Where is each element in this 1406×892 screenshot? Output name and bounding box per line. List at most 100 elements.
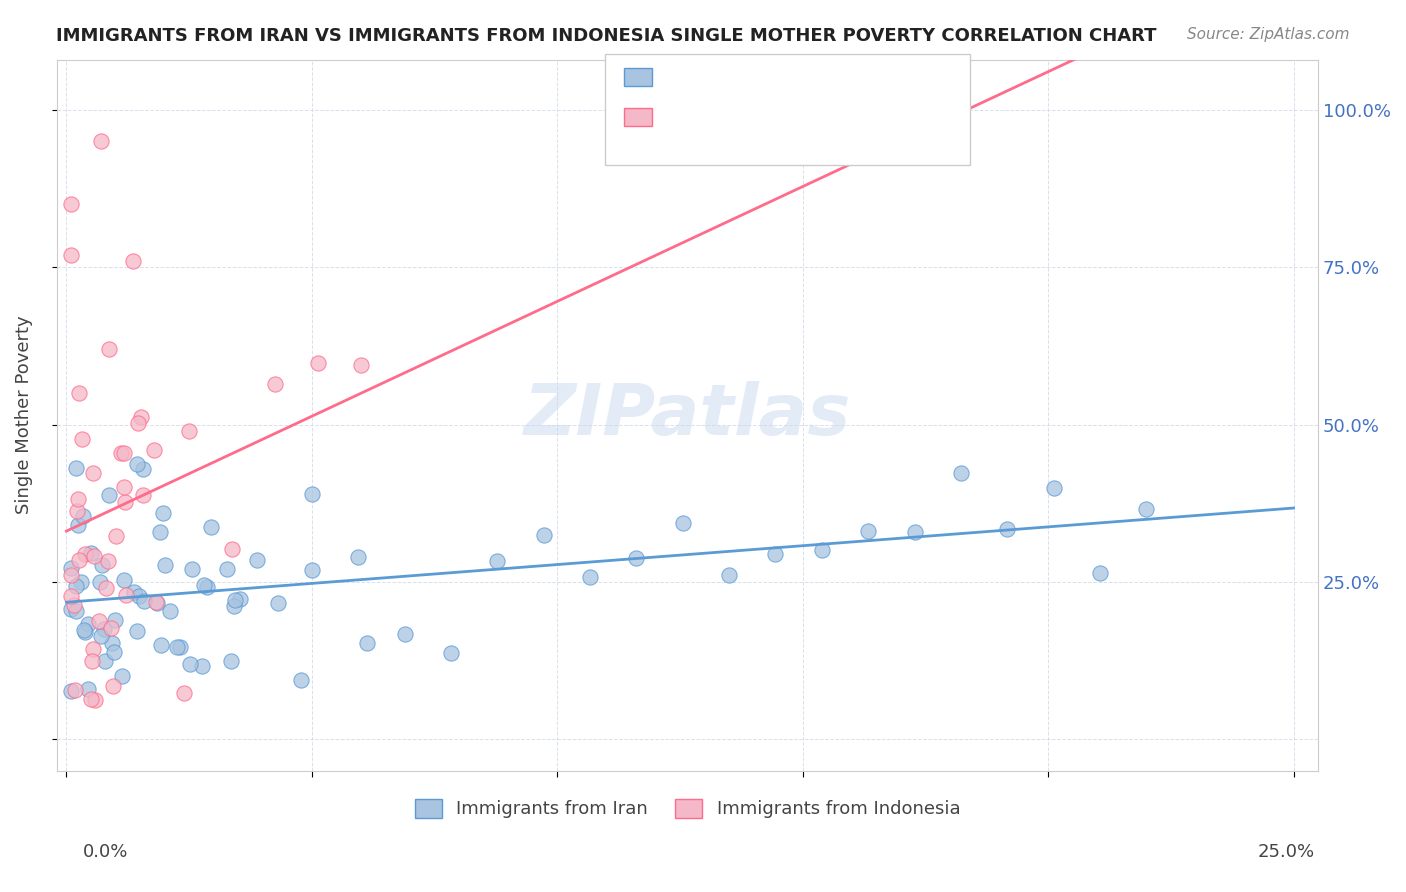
Point: [765, 547, 787, 561]
Point: [60, 568, 83, 582]
Point: [179, 657, 201, 671]
Point: [228, 592, 250, 607]
Text: 0.674: 0.674: [704, 107, 761, 125]
Point: [127, 417, 149, 431]
Point: [1135, 501, 1157, 516]
Point: [224, 599, 246, 613]
Point: [195, 580, 218, 594]
Point: [82, 467, 104, 481]
Point: [394, 627, 416, 641]
Point: [356, 636, 378, 650]
Point: [301, 487, 323, 501]
Point: [66, 491, 89, 506]
Point: [193, 577, 215, 591]
Point: [105, 529, 128, 543]
Text: N =: N =: [851, 107, 890, 125]
Point: [200, 520, 222, 534]
Point: [100, 622, 122, 636]
Point: [486, 554, 509, 568]
Point: [718, 568, 741, 582]
Text: IMMIGRANTS FROM IRAN VS IMMIGRANTS FROM INDONESIA SINGLE MOTHER POVERTY CORRELAT: IMMIGRANTS FROM IRAN VS IMMIGRANTS FROM …: [56, 27, 1157, 45]
Point: [579, 570, 602, 584]
Point: [179, 424, 201, 438]
Point: [72, 508, 94, 523]
Point: [169, 640, 191, 655]
Point: [60, 248, 83, 262]
Point: [145, 594, 167, 608]
Point: [90, 629, 112, 643]
Point: [73, 625, 96, 640]
Point: [142, 443, 165, 458]
Point: [90, 558, 112, 573]
Point: [101, 635, 124, 649]
Point: [73, 623, 96, 637]
Point: [63, 683, 86, 698]
Point: [152, 506, 174, 520]
Point: [80, 692, 103, 706]
Point: [159, 604, 181, 618]
Point: [60, 684, 83, 698]
Point: [77, 681, 100, 696]
Point: [132, 488, 155, 502]
Y-axis label: Single Mother Poverty: Single Mother Poverty: [15, 316, 32, 515]
Text: 25.0%: 25.0%: [1258, 843, 1315, 861]
Text: 0.0%: 0.0%: [83, 843, 128, 861]
Point: [67, 553, 90, 567]
Point: [148, 524, 170, 539]
Point: [191, 659, 214, 673]
Point: [83, 549, 105, 564]
Point: [215, 562, 238, 576]
Point: [110, 446, 132, 460]
Point: [65, 579, 87, 593]
Point: [127, 458, 149, 472]
Legend: Immigrants from Iran, Immigrants from Indonesia: Immigrants from Iran, Immigrants from In…: [408, 792, 967, 826]
Point: [128, 590, 150, 604]
Point: [221, 542, 243, 557]
Point: [347, 549, 370, 564]
Point: [80, 546, 103, 560]
Point: [903, 524, 925, 539]
Point: [114, 495, 136, 509]
Point: [84, 693, 107, 707]
Point: [856, 524, 879, 539]
Point: [87, 614, 110, 628]
Point: [82, 642, 104, 657]
Point: [66, 504, 89, 518]
Point: [65, 461, 87, 475]
Point: [101, 679, 124, 693]
Point: [134, 594, 156, 608]
Point: [63, 598, 86, 612]
Point: [173, 686, 195, 700]
Point: [995, 523, 1018, 537]
Text: Source: ZipAtlas.com: Source: ZipAtlas.com: [1187, 27, 1350, 42]
Point: [301, 563, 323, 577]
Point: [103, 645, 125, 659]
Point: [60, 602, 83, 616]
Point: [440, 646, 463, 660]
Point: [811, 542, 834, 557]
Point: [224, 593, 246, 607]
Point: [60, 197, 83, 211]
Point: [1088, 566, 1111, 581]
Point: [626, 551, 648, 566]
Point: [166, 640, 188, 654]
Point: [132, 462, 155, 476]
Text: 43: 43: [886, 107, 911, 125]
Point: [115, 588, 138, 602]
Point: [672, 516, 695, 530]
Point: [219, 654, 242, 668]
Text: R =: R =: [665, 107, 704, 125]
Point: [125, 624, 148, 638]
Point: [350, 358, 373, 372]
Text: N =: N =: [851, 67, 890, 85]
Point: [307, 356, 329, 370]
Text: R =: R =: [665, 67, 704, 85]
Text: ZIPatlas: ZIPatlas: [523, 381, 851, 450]
Point: [89, 575, 111, 590]
Point: [67, 517, 90, 532]
Point: [153, 558, 176, 573]
Point: [75, 547, 97, 561]
Point: [70, 575, 93, 590]
Point: [93, 622, 115, 636]
Point: [60, 590, 83, 604]
